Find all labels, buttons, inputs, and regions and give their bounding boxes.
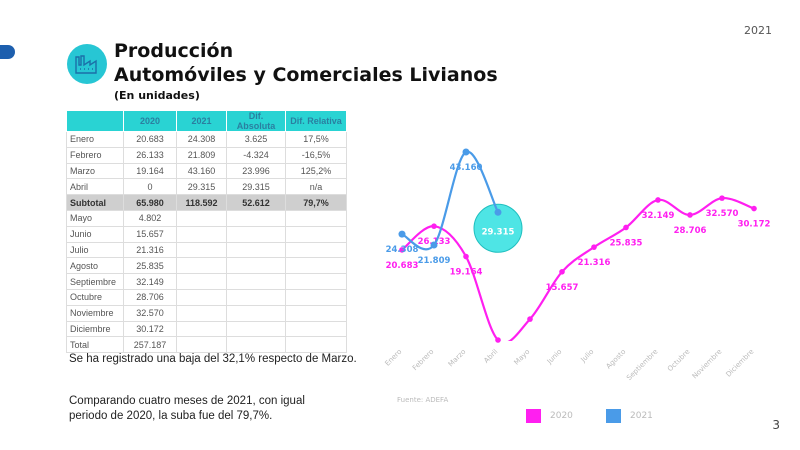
units-label: (En unidades) bbox=[114, 89, 200, 102]
table-row: Junio 15.657 bbox=[66, 225, 347, 243]
legend-swatch-2021 bbox=[606, 409, 621, 423]
table-row: Febrero 26.133 21.809 -4.324 -16,5% bbox=[66, 146, 347, 164]
table-cell bbox=[285, 336, 347, 354]
data-label-2020: 20.683 bbox=[386, 261, 419, 271]
page-number: 3 bbox=[772, 418, 780, 432]
table-row: Diciembre 30.172 bbox=[66, 320, 347, 338]
note-comparison: Comparando cuatro meses de 2021, con igu… bbox=[69, 395, 305, 422]
table-cell: 257.187 bbox=[123, 336, 177, 354]
data-label-2020: 21.316 bbox=[578, 258, 611, 268]
page-title: Producción bbox=[114, 40, 234, 62]
data-point-2020 bbox=[495, 337, 501, 343]
table-row: Total 257.187 bbox=[66, 336, 347, 354]
side-tab-marker bbox=[0, 45, 15, 59]
x-tick-label: Febrero bbox=[411, 348, 435, 372]
table-row: Agosto 25.835 bbox=[66, 257, 347, 275]
year-label: 2021 bbox=[744, 24, 772, 37]
data-point-2020 bbox=[527, 316, 533, 322]
highlight-circle bbox=[473, 203, 523, 253]
x-tick-label: Diciembre bbox=[724, 348, 755, 379]
x-tick-label: Enero bbox=[383, 348, 403, 368]
data-label-2020: 32.570 bbox=[706, 209, 739, 219]
data-point-2020 bbox=[591, 244, 597, 250]
data-point-2020 bbox=[463, 253, 469, 260]
data-point-2021 bbox=[494, 208, 502, 216]
table-row: Marzo 19.164 43.160 23.996 125,2% bbox=[66, 162, 347, 180]
table-row: Septiembre 32.149 bbox=[66, 273, 347, 290]
legend-label-2020: 2020 bbox=[550, 411, 573, 421]
x-tick-label: Junio bbox=[545, 348, 564, 367]
page-subtitle: Automóviles y Comerciales Livianos bbox=[114, 64, 498, 86]
data-label-2020: 15.657 bbox=[546, 283, 579, 293]
x-tick-label: Septiembre bbox=[625, 348, 659, 382]
x-tick-label: Octubre bbox=[666, 348, 691, 373]
data-point-2020 bbox=[719, 195, 725, 201]
legend-label-2021: 2021 bbox=[630, 411, 653, 421]
x-tick-label: Julio bbox=[579, 348, 596, 365]
column-header bbox=[66, 110, 124, 132]
x-tick-label: Marzo bbox=[447, 348, 468, 369]
data-point-2020 bbox=[655, 197, 661, 203]
data-point-2020 bbox=[623, 224, 629, 231]
table-cell: 52.612 bbox=[226, 194, 286, 211]
table-row: Abril 0 29.315 29.315 n/a bbox=[66, 178, 347, 196]
table-cell: 118.592 bbox=[176, 194, 227, 211]
data-label-2021: 43.160 bbox=[450, 163, 483, 173]
chart-source: Fuente: ADEFA bbox=[397, 396, 449, 404]
table-cell: 79,7% bbox=[285, 194, 347, 211]
legend-swatch-2020 bbox=[526, 409, 541, 423]
x-tick-label: Mayo bbox=[512, 348, 531, 367]
x-tick-label: Abril bbox=[482, 348, 499, 365]
x-tick-label: Noviembre bbox=[691, 348, 724, 381]
table-row: Noviembre 32.570 bbox=[66, 304, 347, 322]
subtotal-row: Subtotal 65.980 118.592 52.612 79,7% bbox=[66, 194, 347, 211]
data-point-2021 bbox=[430, 241, 438, 249]
data-point-2020 bbox=[751, 205, 757, 212]
factory-icon bbox=[67, 44, 107, 84]
column-header: 2020 bbox=[123, 110, 177, 132]
column-header: Dif. Relativa bbox=[285, 110, 347, 132]
data-label-2020: 28.706 bbox=[674, 226, 707, 236]
data-point-2021 bbox=[398, 230, 406, 238]
data-label-2020: 32.149 bbox=[642, 211, 675, 221]
data-point-2020 bbox=[687, 212, 693, 218]
data-point-2020 bbox=[399, 247, 405, 253]
data-label-2020: 30.172 bbox=[738, 220, 771, 230]
table-cell: Subtotal bbox=[66, 194, 124, 211]
table-row: Octubre 28.706 bbox=[66, 288, 347, 306]
data-point-2020 bbox=[431, 223, 437, 229]
note-decline: Se ha registrado una baja del 32,1% resp… bbox=[69, 353, 357, 365]
x-tick-label: Agosto bbox=[605, 348, 628, 371]
data-point-2020 bbox=[559, 268, 565, 275]
table-cell: 65.980 bbox=[123, 194, 177, 211]
data-point-2021 bbox=[462, 148, 470, 156]
table-row: Enero 20.683 24.308 3.625 17,5% bbox=[66, 131, 347, 148]
column-header: 2021 bbox=[176, 110, 227, 132]
data-label-2021: 24.308 bbox=[386, 245, 419, 255]
data-label-2021: 21.809 bbox=[418, 256, 451, 266]
data-label-2020: 19.164 bbox=[450, 268, 483, 278]
production-table: 2020 2021 Dif. Absoluta Dif. Relativa Enero… bbox=[66, 110, 347, 354]
data-label-2020: 25.835 bbox=[610, 238, 643, 248]
series-line-2021 bbox=[401, 150, 499, 251]
data-label-2021: 29.315 bbox=[482, 227, 515, 237]
